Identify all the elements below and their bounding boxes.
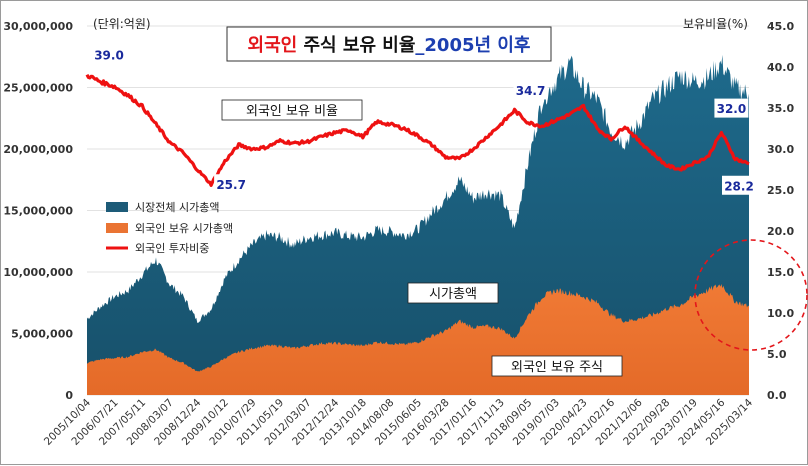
callout-25.7: 25.7 [214,174,249,194]
callout-value: 25.7 [216,178,246,192]
callout-34.7: 34.7 [513,80,548,100]
left-tick-label: 10,000,000 [3,266,73,279]
callout-box [214,174,249,194]
x-axis-ticks: 2005/10/042006/07/212007/05/112008/03/07… [42,396,756,448]
legend-label-foreign: 외국인 보유 시가총액 [135,222,233,235]
left-tick-label: 20,000,000 [3,143,73,156]
title-text: 외국인 주식 보유 비율_2005년 이후 [248,35,531,56]
callout-value: 39.0 [94,49,124,63]
legend-label-ratio: 외국인 투자비중 [135,242,209,255]
svg-text:시가총액: 시가총액 [429,287,477,302]
svg-text:외국인 보유 비율: 외국인 보유 비율 [246,104,338,119]
right-tick-label: 10.0 [767,307,794,320]
right-tick-label: 30.0 [767,143,794,156]
right-tick-label: 25.0 [767,184,794,197]
chart-title: 외국인 주식 보유 비율_2005년 이후 [226,26,552,62]
title-box [226,26,552,62]
callout-39.0: 39.0 [92,45,126,65]
legend-swatch-market [106,202,128,212]
title-part3: _2005년 이후 [415,35,530,56]
title-part2: 주식 보유 비율 [297,35,415,56]
foreign-ratio-line [85,73,750,187]
left-tick-label: 5,000,000 [11,328,73,341]
annotation-market-cap: 시가총액 [407,282,499,304]
right-tick-label: 35.0 [767,102,794,115]
annotation-ratio: 외국인 보유 비율 [221,99,363,121]
right-tick-label: 20.0 [767,225,794,238]
legend-label-market: 시장전체 시가총액 [135,201,219,214]
right-axis-unit: 보유비율(%) [683,17,748,31]
right-tick-label: 40.0 [767,61,794,74]
left-tick-label: 30,000,000 [3,20,73,33]
callout-box [714,98,749,118]
right-tick-label: 5.0 [767,348,787,361]
callout-value: 28.2 [724,179,754,193]
left-tick-label: 15,000,000 [3,205,73,218]
highlight-circle [694,239,808,351]
left-axis-unit: (단위:억원) [93,17,151,31]
svg-text:외국인 보유 주식: 외국인 보유 주식 [511,360,603,375]
left-tick-label: 25,000,000 [3,82,73,95]
callout-28.2: 28.2 [722,175,756,195]
callout-32.0: 32.0 [714,98,749,118]
annotation-foreign-holding: 외국인 보유 주식 [491,355,623,377]
legend-swatch-foreign [106,223,128,233]
callout-box [722,175,756,195]
right-axis-ticks: 0.0 5.0 10.0 15.0 20.0 25.0 30.0 35.0 40.0 45.0 [767,20,794,402]
callout-value: 32.0 [717,102,747,116]
right-tick-label: 0.0 [767,389,787,402]
right-tick-label: 15.0 [767,266,794,279]
callout-box [92,45,126,65]
callout-box [513,80,548,100]
value-callouts: 39.0 25.7 34.7 32.0 28.2 [92,45,756,195]
legend: 시장전체 시가총액 외국인 보유 시가총액 외국인 투자비중 [106,201,233,255]
title-part1: 외국인 [248,35,298,56]
right-tick-label: 45.0 [767,20,794,33]
left-tick-label: 0 [65,389,73,402]
left-axis-ticks: 0 5,000,000 10,000,000 15,000,000 20,000,000… [3,20,73,402]
callout-value: 34.7 [516,84,546,98]
